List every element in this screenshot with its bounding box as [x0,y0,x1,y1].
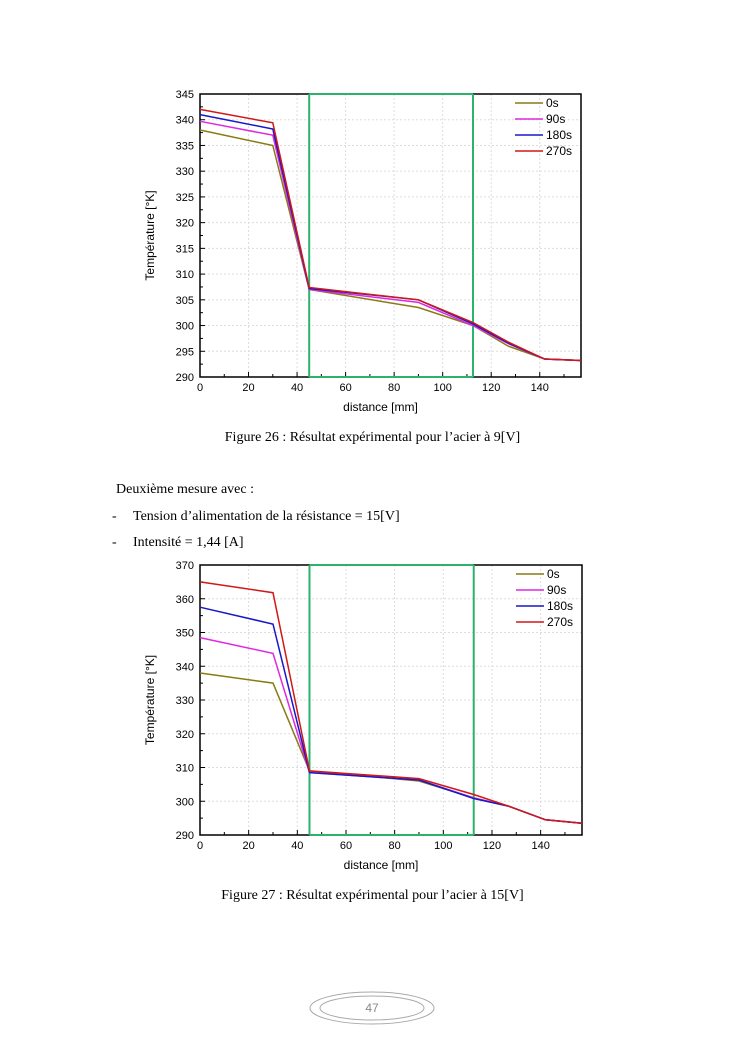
y-tick-label: 300 [176,321,194,333]
x-tick-label: 60 [339,382,351,394]
x-tick-label: 0 [197,840,203,852]
y-tick-label: 310 [176,269,194,281]
y-tick-label: 290 [176,830,194,842]
y-tick-label: 320 [176,729,194,741]
y-tick-label: 340 [176,115,194,127]
series-line-270s [199,108,582,362]
x-tick-label: 20 [243,840,255,852]
x-tick-label: 40 [291,382,303,394]
y-tick-label: 290 [176,372,194,384]
y-tick-label: 345 [176,89,194,101]
figure-26-chart: 0 20 40 60 80 100 120 140 290 295 300 305 310 315 320 3… [143,89,582,414]
bullet-marker: - [112,509,117,524]
figure-27-chart: 0 20 40 60 80 100 120 140 290 300 310 320 330 340 350 3… [143,560,583,872]
x-tick-label: 120 [482,382,500,394]
y-tick-label: 330 [176,695,194,707]
figure-27-caption: Figure 27 : Résultat expérimental pour l… [221,888,524,903]
legend-label: 90s [547,583,566,597]
x-tick-label: 140 [531,382,549,394]
y-tick-label: 320 [176,218,194,230]
legend-label: 0s [546,96,559,110]
bullet-2: - Intensité = 1,44 [A] [112,535,244,551]
y-tick-label: 330 [176,166,194,178]
legend-label: 90s [546,112,565,126]
y-tick-label: 360 [176,594,194,606]
plot-frame [199,93,582,378]
y-tick-label: 295 [176,346,194,358]
y-tick-label: 340 [176,661,194,673]
bullet-text: Tension d’alimentation de la résistance … [133,509,400,524]
series-line-180s [199,606,583,824]
y-tick-label: 305 [176,295,194,307]
y-tick-label: 315 [176,243,194,255]
series-line-0s [199,672,583,824]
y-axis-label: Température [°K] [143,655,157,745]
x-tick-label: 40 [291,840,303,852]
figure-26-caption: Figure 26 : Résultat expérimental pour l… [224,430,521,445]
y-tick-label: 350 [176,628,194,640]
x-tick-label: 100 [433,382,451,394]
bullet-marker: - [112,535,117,550]
series-line-90s [199,636,583,824]
x-tick-label: 20 [242,382,254,394]
page-number: 47 [365,1001,379,1015]
x-tick-label: 80 [388,382,400,394]
y-tick-label: 300 [176,796,194,808]
x-tick-label: 60 [340,840,352,852]
x-tick-label: 80 [389,840,401,852]
x-tick-label: 0 [197,382,203,394]
legend-label: 270s [547,615,573,629]
bullet-text: Intensité = 1,44 [A] [133,535,244,550]
y-tick-label: 370 [176,560,194,572]
y-tick-label: 325 [176,192,194,204]
intro-text: Deuxième mesure avec : [116,482,254,497]
legend-label: 0s [547,567,560,581]
x-tick-label: 120 [483,840,501,852]
x-tick-label: 100 [434,840,452,852]
y-tick-label: 310 [176,763,194,775]
series-line-90s [199,120,582,362]
x-tick-label: 140 [531,840,549,852]
series-line-270s [199,581,583,824]
x-axis-label: distance [mm] [343,400,418,414]
page-number-badge: 47 [309,991,435,1025]
legend-label: 180s [547,599,573,613]
legend-label: 180s [546,128,572,142]
bullet-1: - Tension d’alimentation de la résistanc… [112,509,400,525]
x-axis-label: distance [mm] [344,858,419,872]
y-tick-label: 335 [176,140,194,152]
y-axis-label: Température [°K] [143,190,157,280]
legend-label: 270s [546,144,572,158]
